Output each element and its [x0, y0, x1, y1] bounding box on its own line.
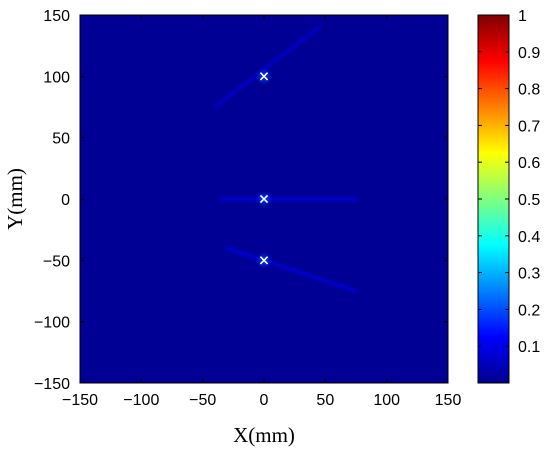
y-tick-label: −50: [43, 253, 70, 270]
colorbar-tick-label: 0.5: [518, 192, 540, 209]
target-marker: [258, 70, 270, 83]
y-tick-label: 150: [43, 8, 70, 25]
heatmap-plot: −150 −100 −50 0 50 100 150 −150 −100 −50 0 50 100 15…: [34, 8, 461, 409]
x-tick-label: −50: [189, 392, 216, 409]
colorbar-tick-label: 0.8: [518, 82, 540, 99]
x-axis-ticks: −150 −100 −50 0 50 100 150: [62, 15, 461, 409]
colorbar: 0.1 0.2 0.3 0.4 0.5 0.6 0.7 0.8 0.9 1: [477, 8, 540, 384]
x-tick-label: 150: [435, 392, 462, 409]
x-axis-label: X(mm): [233, 423, 295, 447]
colorbar-tick-label: 0.6: [518, 155, 540, 172]
y-tick-label: 50: [52, 131, 70, 148]
sidelobe-streaks: [213, 26, 358, 293]
colorbar-tick-label: 0.7: [518, 118, 540, 135]
sidelobe-streak: [225, 246, 358, 293]
target-marker: [258, 193, 270, 205]
colorbar-ticks: 0.1 0.2 0.3 0.4 0.5 0.6 0.7 0.8 0.9 1: [478, 8, 540, 356]
y-tick-label: −100: [34, 315, 70, 332]
colorbar-gradient: [477, 14, 510, 384]
x-tick-label: 0: [260, 392, 269, 409]
target-marker: [258, 254, 270, 267]
sidelobe-streak: [213, 26, 321, 109]
y-tick-label: 100: [43, 69, 70, 86]
colorbar-tick-label: 0.1: [518, 339, 540, 356]
colorbar-tick-label: 0.9: [518, 45, 540, 62]
x-tick-label: −100: [123, 392, 159, 409]
colorbar-tick-label: 0.2: [518, 302, 540, 319]
target-markers: [258, 70, 270, 267]
x-tick-label: 50: [316, 392, 334, 409]
y-tick-label: −150: [34, 376, 70, 393]
x-tick-label: −150: [62, 392, 98, 409]
colorbar-tick-label: 0.4: [518, 229, 540, 246]
colorbar-tick-label: 0.3: [518, 266, 540, 283]
y-axis-label: Y(mm): [3, 168, 27, 230]
x-tick-label: 100: [373, 392, 400, 409]
y-tick-label: 0: [61, 192, 70, 209]
y-axis-ticks: −150 −100 −50 0 50 100 150: [34, 8, 448, 393]
colorbar-tick-label: 1: [518, 8, 527, 25]
